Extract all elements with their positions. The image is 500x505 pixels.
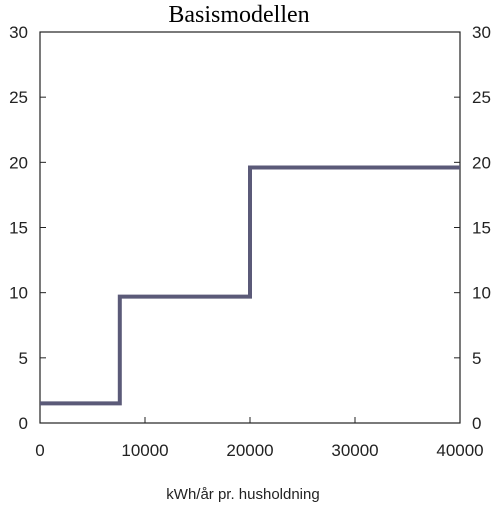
- x-tick-label: 10000: [121, 441, 168, 460]
- series-layer: [40, 165, 460, 406]
- y-tick-label-left: 10: [9, 284, 28, 303]
- y-tick-label-left: 25: [9, 88, 28, 107]
- ticks-layer: 0 5 10 15 20 25 30 0 5 10 15 20 25 30 0 10000 20000 30000…: [9, 23, 491, 460]
- x-tick-label: 0: [35, 441, 44, 460]
- y-tick-label-left: 30: [9, 23, 28, 42]
- y-tick-label-left: 20: [9, 153, 28, 172]
- y-tick-label-right: 0: [472, 414, 481, 433]
- series-line: [40, 165, 460, 406]
- y-tick-label-right: 10: [472, 284, 491, 303]
- x-tick-label: 40000: [436, 441, 483, 460]
- y-tick-label-right: 20: [472, 153, 491, 172]
- x-tick-label: 30000: [331, 441, 378, 460]
- y-tick-label-right: 5: [472, 349, 481, 368]
- x-axis-label: kWh/år pr. husholdning: [166, 486, 319, 503]
- x-tick-label: 20000: [226, 441, 273, 460]
- y-tick-label-right: 25: [472, 88, 491, 107]
- y-tick-label-left: 15: [9, 219, 28, 238]
- chart-title: Basismodellen: [168, 2, 309, 28]
- y-tick-label-left: 0: [19, 414, 28, 433]
- y-tick-label-right: 30: [472, 23, 491, 42]
- y-tick-label-right: 15: [472, 219, 491, 238]
- y-tick-label-left: 5: [19, 349, 28, 368]
